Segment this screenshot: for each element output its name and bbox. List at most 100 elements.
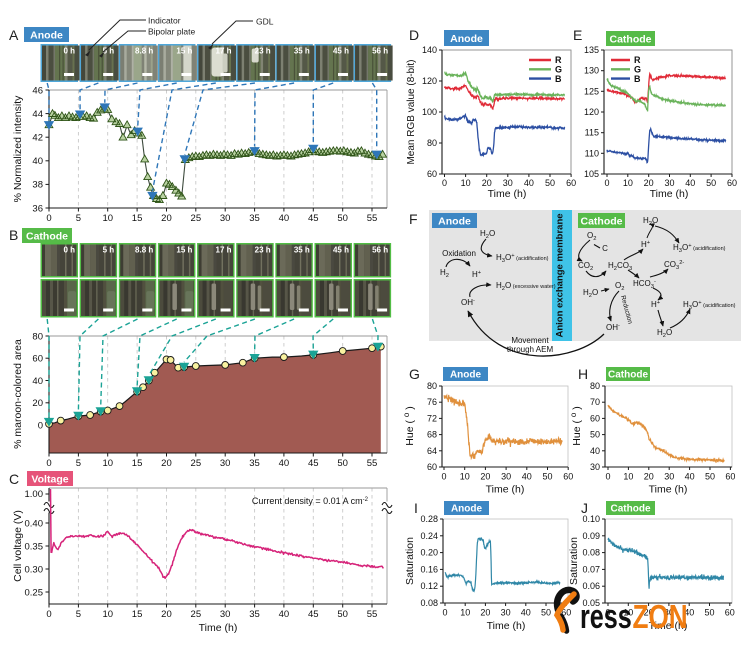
svg-text:38: 38 [32,180,43,191]
svg-text:8.8 h: 8.8 h [135,47,153,56]
svg-text:23 h: 23 h [255,246,271,255]
svg-text:50: 50 [706,178,716,188]
svg-text:40: 40 [590,446,600,456]
svg-text:10: 10 [102,213,113,224]
svg-text:20: 20 [644,608,654,618]
svg-text:10: 10 [460,472,470,482]
svg-text:Voltage: Voltage [31,473,68,485]
svg-text:20: 20 [482,178,492,188]
svg-text:25: 25 [191,609,202,620]
svg-text:H2: H2 [440,268,449,279]
svg-text:40: 40 [524,178,534,188]
svg-text:40: 40 [279,609,290,620]
svg-text:R: R [634,55,641,65]
svg-text:50: 50 [541,608,551,618]
svg-text:5 h: 5 h [103,246,115,255]
svg-text:E: E [573,27,582,43]
svg-text:10: 10 [623,472,633,482]
svg-text:17 h: 17 h [216,246,232,255]
svg-text:105: 105 [584,169,599,179]
svg-text:0: 0 [605,472,610,482]
svg-text:Bipolar plate: Bipolar plate [148,27,196,37]
svg-text:40: 40 [279,213,290,224]
svg-text:15 h: 15 h [176,47,192,56]
svg-text:30: 30 [220,458,231,469]
svg-text:64: 64 [427,446,437,456]
svg-text:Time (h): Time (h) [649,484,688,496]
svg-text:D: D [409,27,419,43]
svg-text:60: 60 [566,178,576,188]
svg-text:10: 10 [102,609,113,620]
svg-text:60: 60 [32,354,43,365]
svg-text:Time (h): Time (h) [487,620,526,632]
svg-text:HCO3-: HCO3- [633,279,656,290]
svg-text:G: G [634,65,641,75]
svg-text:120: 120 [584,107,599,117]
svg-text:% Normalized intensity: % Normalized intensity [12,95,24,203]
svg-text:130: 130 [584,66,599,76]
svg-text:35 h: 35 h [294,47,310,56]
svg-text:OH-: OH- [606,323,620,332]
svg-text:55: 55 [367,458,378,469]
svg-text:60: 60 [725,472,735,482]
svg-text:46: 46 [32,85,43,96]
svg-text:8.8 h: 8.8 h [135,246,153,255]
svg-text:15: 15 [132,609,143,620]
svg-text:30: 30 [501,472,511,482]
svg-text:60: 60 [563,472,573,482]
svg-text:17 h: 17 h [216,47,232,56]
svg-text:40: 40 [32,376,43,387]
svg-text:F: F [409,211,418,227]
svg-text:Oxidation: Oxidation [442,249,476,258]
svg-text:60: 60 [725,608,735,618]
svg-text:0.28: 0.28 [420,514,438,524]
svg-text:70: 70 [590,397,600,407]
svg-text:10: 10 [623,608,633,618]
svg-text:0.20: 0.20 [420,548,438,558]
svg-text:Anode: Anode [438,215,471,227]
svg-text:B: B [634,74,641,84]
svg-text:40: 40 [522,472,532,482]
svg-text:CO32-: CO32- [664,260,684,271]
svg-text:0.07: 0.07 [582,564,600,574]
svg-text:80: 80 [427,381,437,391]
svg-text:30: 30 [220,213,231,224]
svg-text:0 h: 0 h [63,246,75,255]
svg-text:% maroon-colored area: % maroon-colored area [12,339,24,449]
svg-text:50: 50 [545,178,555,188]
svg-text:Cathode: Cathode [610,33,652,45]
svg-text:CO2: CO2 [578,261,593,272]
svg-text:Saturation: Saturation [404,537,416,585]
svg-text:35: 35 [249,609,260,620]
svg-text:50: 50 [337,609,348,620]
svg-text:B: B [555,74,562,84]
svg-text:Movement: Movement [511,336,549,345]
svg-text:Mean RGB value (8-bit): Mean RGB value (8-bit) [406,59,417,164]
svg-text:H2O (excessive water): H2O (excessive water) [496,281,556,292]
svg-text:ZON: ZON [633,599,688,636]
svg-text:O2: O2 [615,281,624,292]
svg-text:Cell voltage (V): Cell voltage (V) [12,510,24,582]
svg-text:0: 0 [442,178,447,188]
svg-text:50: 50 [705,472,715,482]
svg-text:30: 30 [503,178,513,188]
svg-text:ress: ress [580,598,632,636]
svg-text:56 h: 56 h [372,47,388,56]
svg-text:35: 35 [249,213,260,224]
svg-text:40: 40 [684,608,694,618]
svg-text:5: 5 [76,458,81,469]
svg-text:I: I [414,500,418,516]
svg-text:40: 40 [32,156,43,167]
svg-text:115: 115 [585,128,599,138]
svg-text:Anion exchange membrane: Anion exchange membrane [555,213,566,337]
svg-text:30: 30 [664,178,674,188]
svg-text:0.08: 0.08 [420,598,438,608]
svg-text:H2O: H2O [657,328,672,339]
svg-text:50: 50 [337,213,348,224]
svg-text:30: 30 [664,608,674,618]
svg-text:15: 15 [132,458,143,469]
svg-text:25: 25 [191,213,202,224]
svg-text:C: C [602,244,608,253]
svg-text:10: 10 [460,608,470,618]
svg-text:Saturation: Saturation [568,537,580,585]
